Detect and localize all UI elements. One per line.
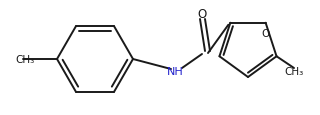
Text: NH: NH (167, 66, 183, 76)
Text: O: O (261, 29, 270, 38)
Text: CH₃: CH₃ (15, 55, 34, 64)
Text: O: O (197, 7, 207, 20)
Text: CH₃: CH₃ (285, 66, 304, 76)
